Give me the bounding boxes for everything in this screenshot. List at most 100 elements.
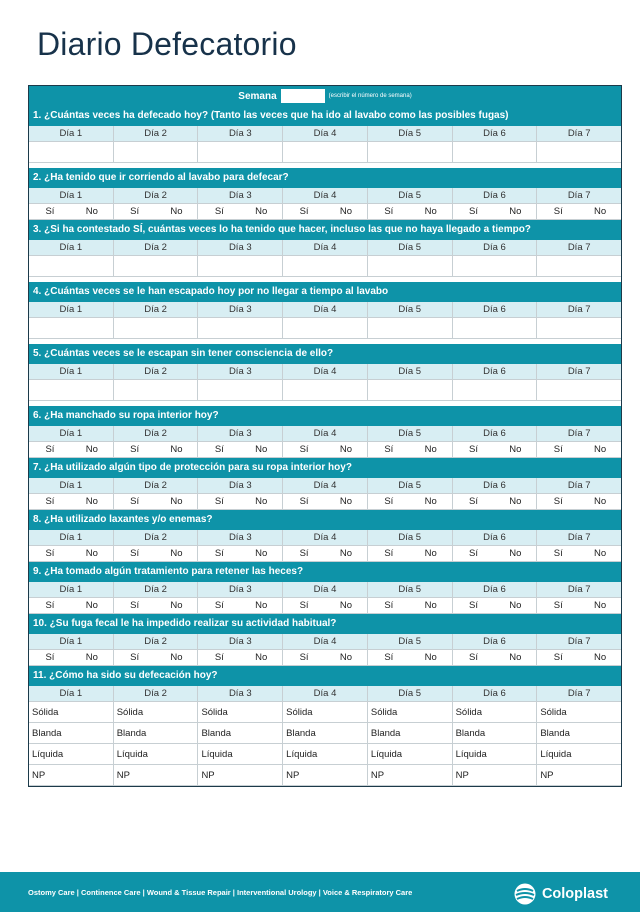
answer-cell[interactable] [283,142,368,163]
yes-option[interactable]: Sí [469,548,479,559]
no-option[interactable]: No [509,444,522,455]
yes-option[interactable]: Sí [299,206,309,217]
answer-cell[interactable] [367,380,453,401]
consistency-option[interactable]: Sólida [537,702,622,723]
no-option[interactable]: No [170,444,183,455]
yes-option[interactable]: Sí [299,444,309,455]
no-option[interactable]: No [594,444,607,455]
yes-option[interactable]: Sí [45,496,55,507]
consistency-option[interactable]: NP [283,765,368,786]
consistency-option[interactable]: Sólida [283,702,368,723]
yes-option[interactable]: Sí [299,600,309,611]
yes-option[interactable]: Sí [469,496,479,507]
no-option[interactable]: No [85,548,98,559]
yes-option[interactable]: Sí [299,548,309,559]
no-option[interactable]: No [85,206,98,217]
no-option[interactable]: No [509,496,522,507]
no-option[interactable]: No [339,548,353,559]
consistency-option[interactable]: Líquida [452,744,538,765]
answer-cell[interactable] [198,142,284,163]
no-option[interactable]: No [424,496,437,507]
consistency-option[interactable]: Sólida [113,702,199,723]
yes-option[interactable]: Sí [130,496,140,507]
answer-cell[interactable] [198,318,284,339]
answer-cell[interactable] [113,318,199,339]
yes-option[interactable]: Sí [469,444,479,455]
answer-cell[interactable] [198,380,284,401]
no-option[interactable]: No [594,496,607,507]
consistency-option[interactable]: NP [367,765,453,786]
yes-option[interactable]: Sí [553,548,563,559]
consistency-option[interactable]: Blanda [29,723,114,744]
no-option[interactable]: No [85,600,98,611]
no-option[interactable]: No [170,496,183,507]
yes-option[interactable]: Sí [553,600,563,611]
answer-cell[interactable] [113,380,199,401]
no-option[interactable]: No [170,206,183,217]
yes-option[interactable]: Sí [553,652,563,663]
answer-cell[interactable] [29,318,114,339]
consistency-option[interactable]: NP [452,765,538,786]
no-option[interactable]: No [85,444,98,455]
consistency-option[interactable]: NP [113,765,199,786]
consistency-option[interactable]: NP [537,765,622,786]
consistency-option[interactable]: Líquida [367,744,453,765]
yes-option[interactable]: Sí [384,444,394,455]
answer-cell[interactable] [198,256,284,277]
yes-option[interactable]: Sí [384,600,394,611]
answer-cell[interactable] [29,256,114,277]
no-option[interactable]: No [339,444,353,455]
yes-option[interactable]: Sí [214,496,224,507]
yes-option[interactable]: Sí [45,652,55,663]
yes-option[interactable]: Sí [384,206,394,217]
answer-cell[interactable] [452,380,538,401]
answer-cell[interactable] [283,318,368,339]
consistency-option[interactable]: Sólida [367,702,453,723]
yes-option[interactable]: Sí [130,444,140,455]
consistency-option[interactable]: Blanda [367,723,453,744]
no-option[interactable]: No [594,652,607,663]
answer-cell[interactable] [367,142,453,163]
yes-option[interactable]: Sí [553,206,563,217]
consistency-option[interactable]: Sólida [452,702,538,723]
yes-option[interactable]: Sí [553,444,563,455]
yes-option[interactable]: Sí [469,652,479,663]
no-option[interactable]: No [509,206,522,217]
no-option[interactable]: No [170,600,183,611]
no-option[interactable]: No [339,600,353,611]
answer-cell[interactable] [452,318,538,339]
answer-cell[interactable] [113,256,199,277]
yes-option[interactable]: Sí [214,444,224,455]
answer-cell[interactable] [537,142,622,163]
consistency-option[interactable]: Blanda [452,723,538,744]
no-option[interactable]: No [170,548,183,559]
yes-option[interactable]: Sí [45,548,55,559]
no-option[interactable]: No [424,444,437,455]
yes-option[interactable]: Sí [299,496,309,507]
no-option[interactable]: No [509,548,522,559]
consistency-option[interactable]: NP [29,765,114,786]
consistency-option[interactable]: Líquida [113,744,199,765]
consistency-option[interactable]: NP [198,765,284,786]
no-option[interactable]: No [170,652,183,663]
yes-option[interactable]: Sí [384,548,394,559]
answer-cell[interactable] [537,256,622,277]
no-option[interactable]: No [424,600,437,611]
consistency-option[interactable]: Líquida [198,744,284,765]
yes-option[interactable]: Sí [469,206,479,217]
no-option[interactable]: No [255,206,268,217]
consistency-option[interactable]: Sólida [29,702,114,723]
consistency-option[interactable]: Blanda [537,723,622,744]
week-number-field[interactable] [280,89,325,103]
answer-cell[interactable] [113,142,199,163]
answer-cell[interactable] [537,318,622,339]
yes-option[interactable]: Sí [130,652,140,663]
consistency-option[interactable]: Líquida [29,744,114,765]
yes-option[interactable]: Sí [469,600,479,611]
yes-option[interactable]: Sí [45,600,55,611]
yes-option[interactable]: Sí [130,206,140,217]
yes-option[interactable]: Sí [553,496,563,507]
no-option[interactable]: No [339,496,353,507]
answer-cell[interactable] [452,256,538,277]
no-option[interactable]: No [85,496,98,507]
